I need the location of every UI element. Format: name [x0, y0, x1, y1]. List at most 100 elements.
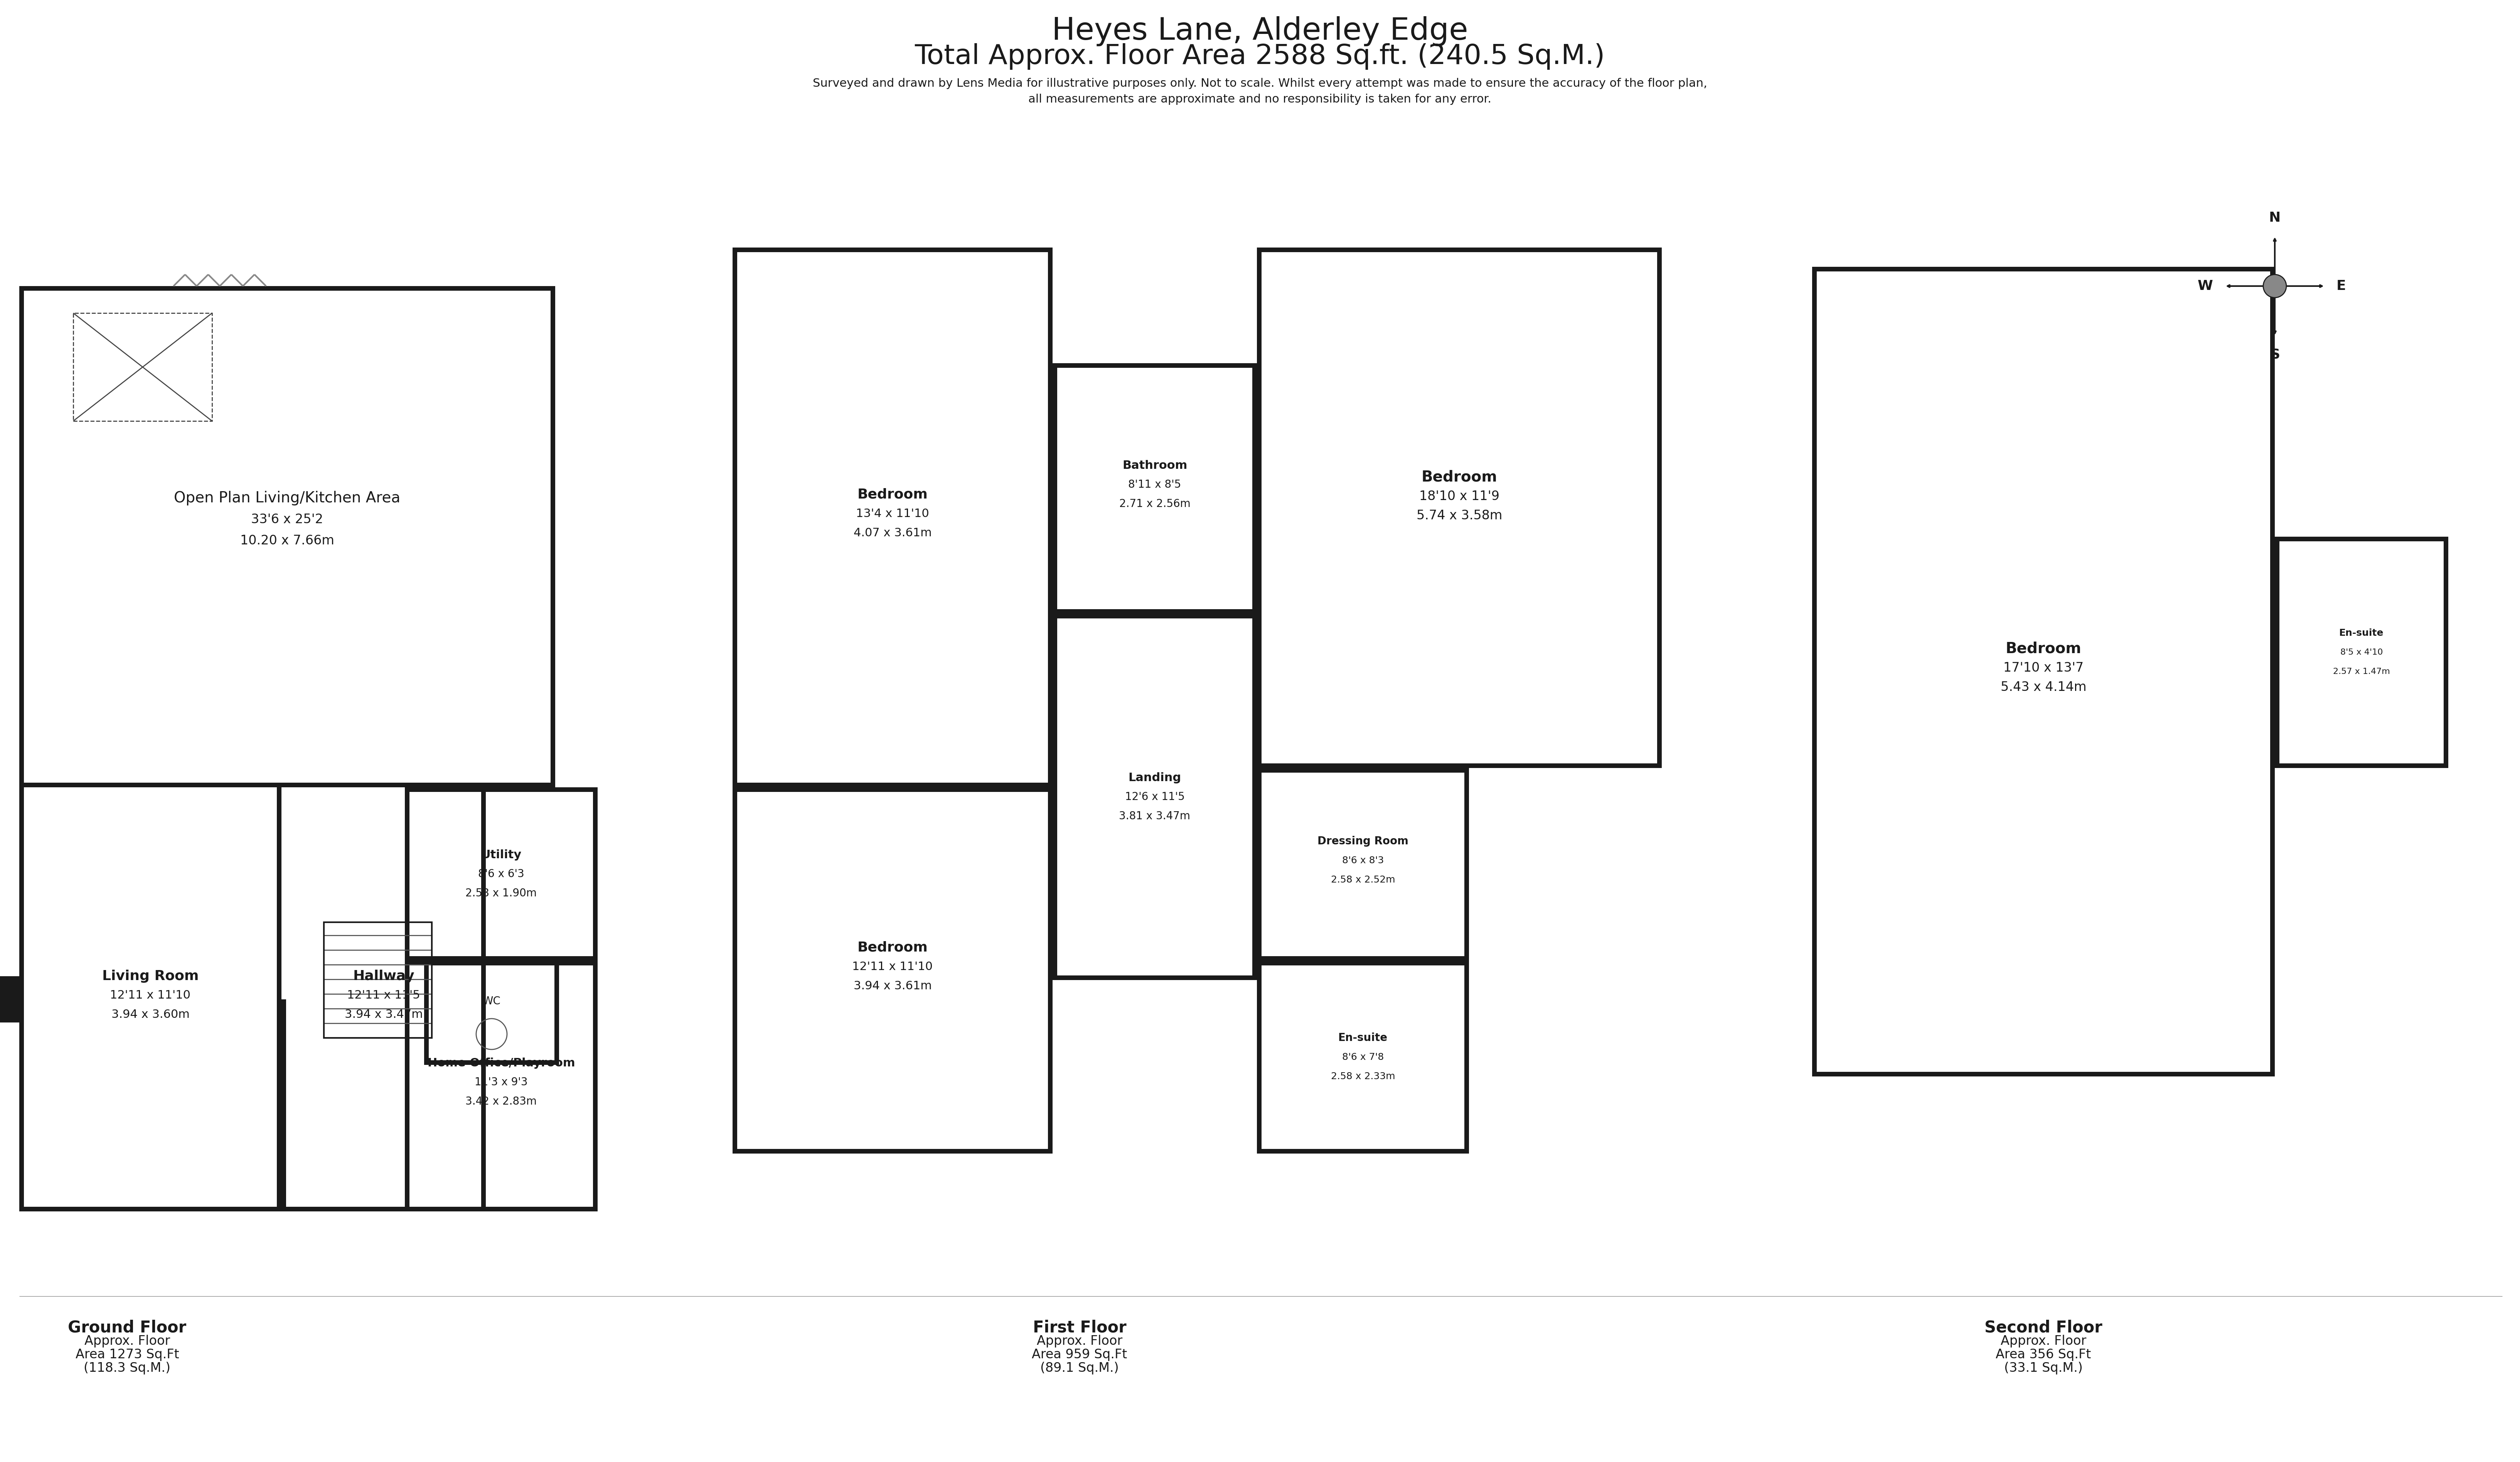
Bar: [1464, 768, 1469, 961]
Text: Bedroom: Bedroom: [857, 940, 927, 953]
Text: 5.74 x 3.58m: 5.74 x 3.58m: [1416, 509, 1502, 522]
Circle shape: [2263, 275, 2286, 298]
Bar: [2271, 266, 2276, 1076]
Bar: [1257, 961, 1263, 1154]
Bar: [1257, 956, 1469, 961]
Bar: [1257, 961, 1469, 965]
Bar: [20, 782, 554, 788]
Bar: [406, 1206, 597, 1212]
Bar: [406, 788, 597, 792]
Text: Area 959 Sq.Ft: Area 959 Sq.Ft: [1031, 1348, 1126, 1361]
Text: Bedroom: Bedroom: [1421, 469, 1497, 484]
Bar: [733, 247, 1053, 251]
Text: 3.94 x 3.61m: 3.94 x 3.61m: [854, 980, 932, 991]
Bar: [20, 287, 554, 291]
Bar: [1053, 363, 1058, 614]
Text: Approx. Floor: Approx. Floor: [83, 1335, 169, 1348]
Bar: [1048, 788, 1053, 1154]
Text: 12'11 x 11'5: 12'11 x 11'5: [348, 990, 421, 1001]
Text: WC: WC: [481, 996, 501, 1007]
Text: 4.07 x 3.61m: 4.07 x 3.61m: [854, 528, 932, 538]
Bar: [73, 313, 212, 421]
Bar: [406, 961, 408, 1212]
Text: 2.58 x 2.52m: 2.58 x 2.52m: [1331, 876, 1396, 885]
Bar: [1257, 763, 1661, 768]
Text: Second Floor: Second Floor: [1986, 1319, 2102, 1336]
Text: Landing: Landing: [1129, 772, 1182, 784]
Text: E: E: [2336, 279, 2346, 292]
Text: Bedroom: Bedroom: [2006, 642, 2082, 656]
Bar: [733, 788, 738, 1154]
Bar: [406, 956, 597, 961]
Bar: [406, 961, 597, 965]
Text: N: N: [2268, 212, 2281, 224]
Text: 33'6 x 25'2: 33'6 x 25'2: [252, 513, 323, 526]
Text: 3.42 x 2.83m: 3.42 x 2.83m: [466, 1096, 537, 1107]
Bar: [1252, 363, 1257, 614]
Bar: [2276, 537, 2449, 541]
Text: 8'6 x 8'3: 8'6 x 8'3: [1343, 855, 1383, 866]
Text: Approx. Floor: Approx. Floor: [2001, 1335, 2087, 1348]
Bar: [1257, 247, 1661, 251]
Text: Approx. Floor: Approx. Floor: [1036, 1335, 1121, 1348]
Text: En-suite: En-suite: [2339, 629, 2384, 637]
Bar: [423, 1060, 559, 1064]
Text: Dressing Room: Dressing Room: [1318, 836, 1409, 846]
Bar: [1053, 610, 1257, 614]
Bar: [1257, 768, 1263, 961]
Bar: [1252, 614, 1257, 980]
Text: Heyes Lane, Alderley Edge: Heyes Lane, Alderley Edge: [1051, 16, 1469, 47]
Text: S: S: [2271, 348, 2281, 361]
Text: 2.71 x 2.56m: 2.71 x 2.56m: [1119, 499, 1189, 509]
Bar: [282, 1206, 486, 1212]
Bar: [1053, 614, 1257, 618]
Text: 12'11 x 11'10: 12'11 x 11'10: [852, 961, 932, 972]
Text: W: W: [2197, 279, 2213, 292]
Text: (33.1 Sq.M.): (33.1 Sq.M.): [2003, 1361, 2082, 1374]
Text: 8'5 x 4'10: 8'5 x 4'10: [2341, 649, 2384, 656]
Bar: [2276, 537, 2281, 768]
Text: 2.58 x 2.33m: 2.58 x 2.33m: [1331, 1072, 1396, 1080]
Text: 3.81 x 3.47m: 3.81 x 3.47m: [1119, 811, 1189, 822]
Bar: [1257, 247, 1263, 768]
Text: Open Plan Living/Kitchen Area: Open Plan Living/Kitchen Area: [174, 491, 401, 506]
Bar: [0, 977, 20, 1022]
Text: 12'6 x 11'5: 12'6 x 11'5: [1124, 791, 1184, 803]
Text: 3.94 x 3.60m: 3.94 x 3.60m: [111, 1009, 189, 1020]
Text: (89.1 Sq.M.): (89.1 Sq.M.): [1041, 1361, 1119, 1374]
Bar: [592, 961, 597, 1212]
Bar: [423, 961, 559, 965]
Text: 3.94 x 3.47m: 3.94 x 3.47m: [345, 1009, 423, 1020]
Bar: [549, 287, 554, 788]
Text: 10.20 x 7.66m: 10.20 x 7.66m: [239, 534, 335, 547]
Text: 8'6 x 6'3: 8'6 x 6'3: [479, 868, 524, 880]
Text: En-suite: En-suite: [1338, 1032, 1389, 1044]
Bar: [1053, 614, 1058, 980]
Bar: [20, 788, 23, 1212]
Text: Area 356 Sq.Ft: Area 356 Sq.Ft: [1996, 1348, 2092, 1361]
Bar: [554, 961, 559, 1064]
Text: Bedroom: Bedroom: [857, 488, 927, 501]
Bar: [733, 782, 1053, 788]
Bar: [1053, 975, 1257, 980]
Bar: [1257, 768, 1469, 772]
Text: 17'10 x 13'7: 17'10 x 13'7: [2003, 661, 2084, 674]
Text: 12'11 x 11'10: 12'11 x 11'10: [111, 990, 192, 1001]
Bar: [277, 788, 282, 1212]
Bar: [1812, 1072, 2276, 1076]
Bar: [20, 287, 23, 788]
Text: Living Room: Living Room: [103, 969, 199, 982]
Text: 2.57 x 1.47m: 2.57 x 1.47m: [2334, 668, 2389, 675]
Text: (118.3 Sq.M.): (118.3 Sq.M.): [83, 1361, 171, 1374]
Bar: [2444, 537, 2449, 768]
Text: 5.43 x 4.14m: 5.43 x 4.14m: [2001, 681, 2087, 693]
Text: Home Office/Playroom: Home Office/Playroom: [428, 1057, 575, 1069]
Bar: [406, 788, 408, 961]
Bar: [20, 1206, 282, 1212]
Text: 11'3 x 9'3: 11'3 x 9'3: [474, 1077, 527, 1088]
Bar: [423, 961, 428, 1064]
Text: Ground Floor: Ground Floor: [68, 1319, 186, 1336]
Bar: [1464, 961, 1469, 1154]
Text: 8'11 x 8'5: 8'11 x 8'5: [1129, 480, 1182, 490]
Bar: [282, 1000, 287, 1212]
